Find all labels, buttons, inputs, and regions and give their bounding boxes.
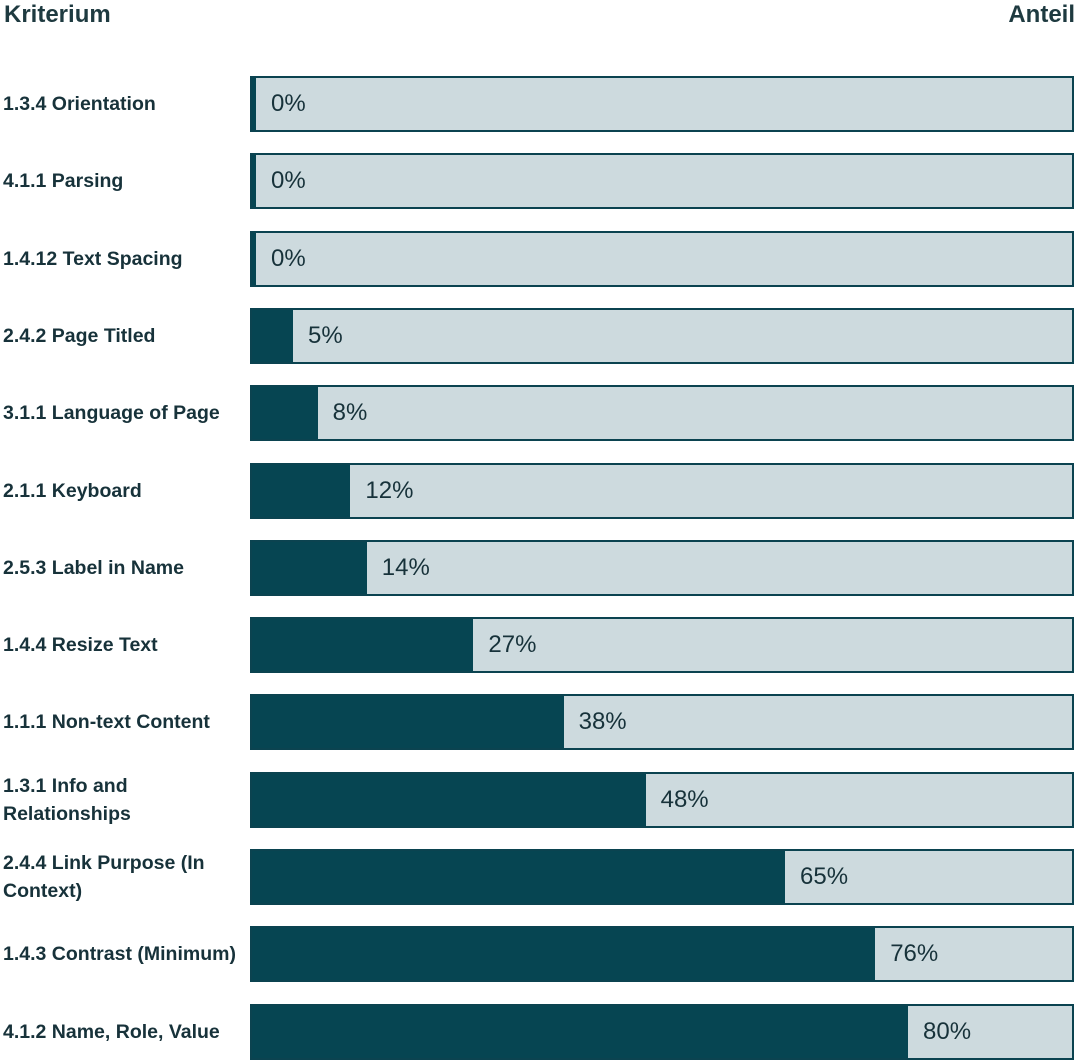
bar-track: 8%: [250, 385, 1074, 441]
bar-track: 0%: [250, 231, 1074, 287]
category-label: 1.3.4 Orientation: [3, 93, 156, 115]
value-label: 0%: [271, 245, 306, 272]
value-label: 12%: [365, 477, 414, 504]
bar-row: 2.4.2 Page Titled 5%: [0, 308, 1080, 364]
share-column-header: Anteil: [1008, 1, 1075, 28]
category-label: 1.4.12 Text Spacing: [3, 248, 183, 270]
value-label: 76%: [890, 940, 939, 967]
category-label: 3.1.1 Language of Page: [3, 402, 220, 424]
category-label: 1.1.1 Non-text Content: [3, 711, 210, 733]
value-label: 27%: [488, 631, 537, 658]
category-label: 2.4.2 Page Titled: [3, 325, 156, 347]
bar-track: 0%: [250, 153, 1074, 209]
bar-row: 2.1.1 Keyboard 12%: [0, 463, 1080, 519]
bar-track: 76%: [250, 926, 1074, 982]
category-label: 1.4.3 Contrast (Minimum): [3, 943, 236, 965]
category-label: 1.3.1 Info and Relationships: [3, 775, 131, 825]
value-label: 65%: [800, 863, 849, 890]
bar-row: 2.5.3 Label in Name 14%: [0, 540, 1080, 596]
bar-row: 1.3.1 Info and Relationships 48%: [0, 772, 1080, 828]
bar-track: 38%: [250, 694, 1074, 750]
bar-row: 2.4.4 Link Purpose (In Context) 65%: [0, 849, 1080, 905]
bar-fill: [252, 465, 351, 517]
criterion-column-header: Kriterium: [4, 1, 111, 28]
bar-fill: [252, 542, 367, 594]
bar-fill: [252, 233, 256, 285]
bar-track: 0%: [250, 76, 1074, 132]
bar-fill: [252, 619, 474, 671]
bar-fill: [252, 696, 564, 748]
bar-row: 1.1.1 Non-text Content 38%: [0, 694, 1080, 750]
category-label: 4.1.2 Name, Role, Value: [3, 1021, 220, 1043]
bar-fill: [252, 78, 256, 130]
value-label: 38%: [578, 708, 627, 735]
bar-row: 4.1.2 Name, Role, Value 80%: [0, 1004, 1080, 1060]
bar-track: 27%: [250, 617, 1074, 673]
bar-row: 1.4.3 Contrast (Minimum) 76%: [0, 926, 1080, 982]
bar-row: 4.1.1 Parsing 0%: [0, 153, 1080, 209]
category-label: 2.5.3 Label in Name: [3, 557, 184, 579]
bar-fill: [252, 387, 318, 439]
bar-fill: [252, 310, 293, 362]
bar-fill: [252, 851, 785, 903]
bar-row: 1.4.12 Text Spacing 0%: [0, 231, 1080, 287]
value-label: 48%: [660, 786, 709, 813]
value-label: 5%: [308, 322, 343, 349]
bar-track: 5%: [250, 308, 1074, 364]
value-label: 0%: [271, 90, 306, 117]
bar-row: 3.1.1 Language of Page 8%: [0, 385, 1080, 441]
category-label: 1.4.4 Resize Text: [3, 634, 158, 656]
value-label: 8%: [332, 399, 368, 426]
bar-fill: [252, 928, 876, 980]
bar-row: 1.4.4 Resize Text 27%: [0, 617, 1080, 673]
value-label: 0%: [271, 167, 306, 194]
bar-fill: [252, 774, 646, 826]
bar-track: 80%: [250, 1004, 1074, 1060]
bar-track: 12%: [250, 463, 1074, 519]
bar-track: 48%: [250, 772, 1074, 828]
value-label: 14%: [381, 554, 430, 581]
category-label: 2.1.1 Keyboard: [3, 480, 142, 502]
category-label: 4.1.1 Parsing: [3, 170, 124, 192]
category-label: 2.4.4 Link Purpose (In Context): [3, 852, 205, 902]
bar-fill: [252, 1006, 908, 1058]
value-label: 80%: [923, 1018, 972, 1045]
bar-fill: [252, 155, 256, 207]
bar-track: 65%: [250, 849, 1074, 905]
bar-row: 1.3.4 Orientation 0%: [0, 76, 1080, 132]
bar-track: 14%: [250, 540, 1074, 596]
